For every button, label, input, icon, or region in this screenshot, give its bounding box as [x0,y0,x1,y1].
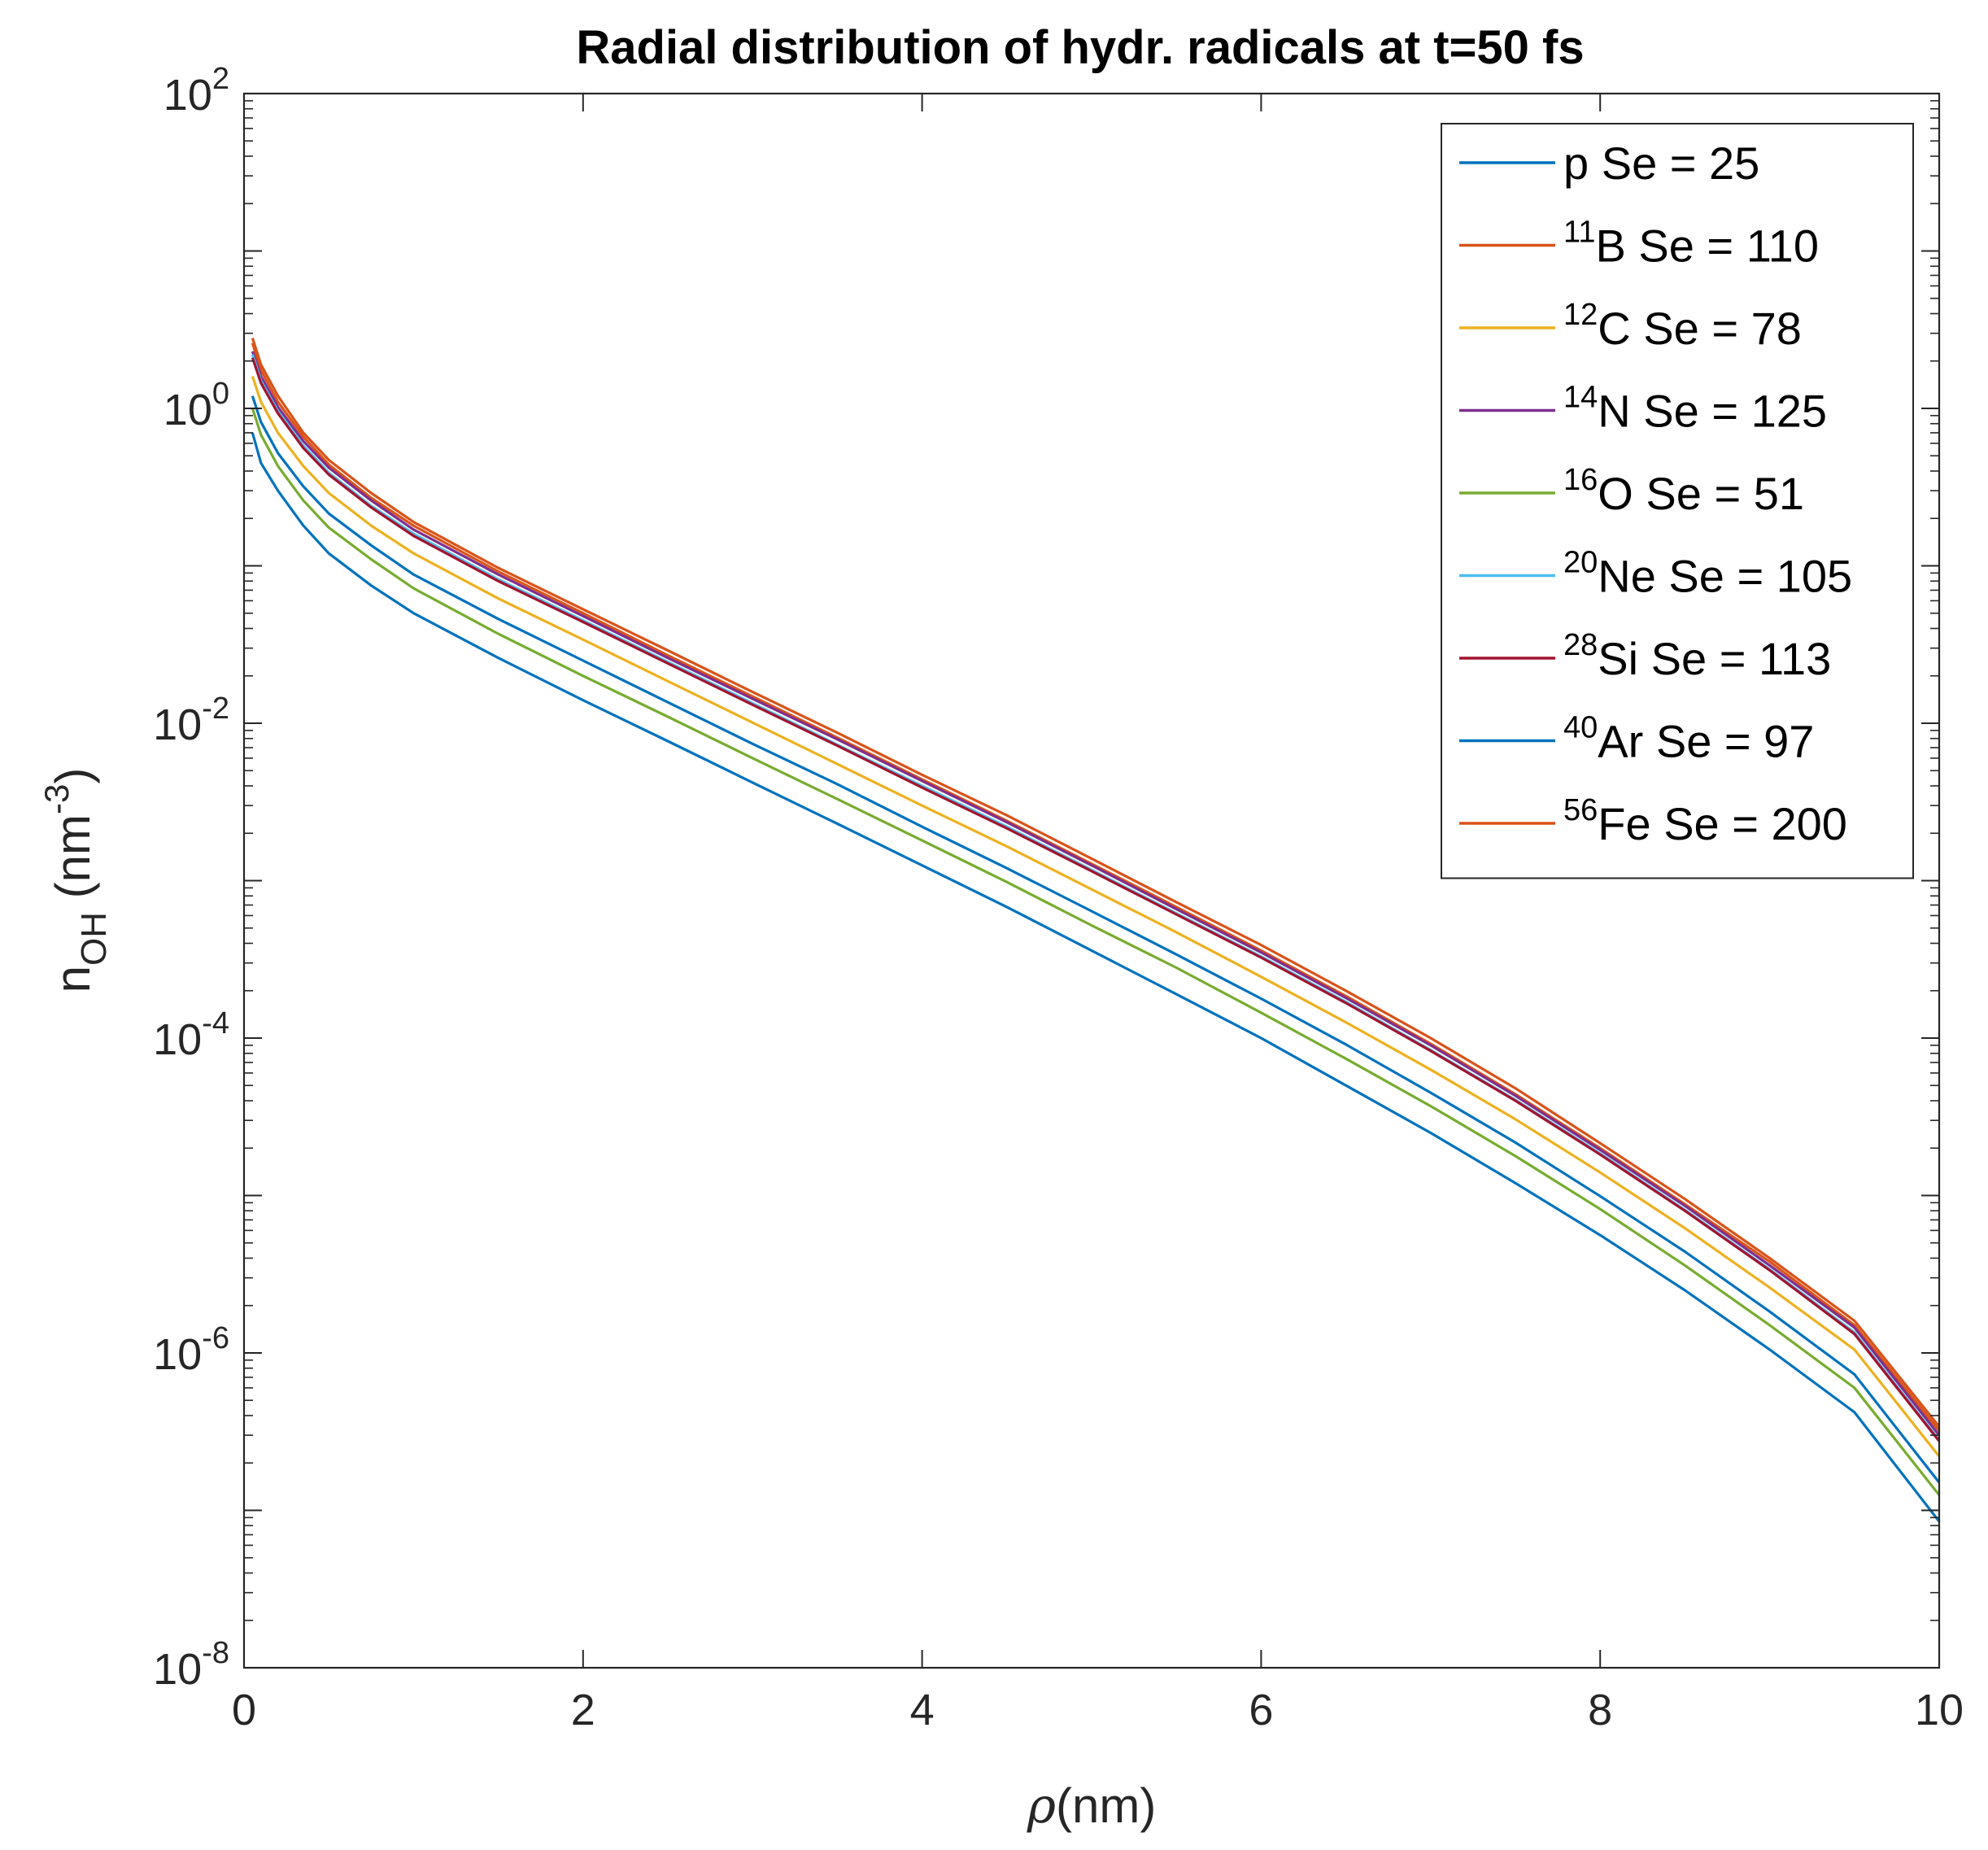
legend-mass-number: 11 [1563,216,1595,250]
legend-se: Se = 200 [1651,798,1847,849]
y-tick-exponent: -6 [202,1321,229,1355]
series-line-n [251,351,1939,1437]
legend-label: 11B Se = 110 [1563,216,1819,272]
x-axis-symbol: ρ [1027,1778,1056,1835]
y-tick-exponent: 0 [212,377,229,411]
y-tick-label: 10-4 [153,1006,229,1064]
legend-mass-number: 12 [1563,298,1598,332]
legend-ion: Ar [1598,716,1643,767]
y-axis-unit: (nm [46,814,100,912]
legend-mass-number: 20 [1563,546,1598,580]
x-axis-unit: (nm) [1056,1778,1156,1833]
legend-label: 28Si Se = 113 [1563,628,1831,684]
y-tick-base: 10 [153,1645,202,1694]
y-tick-exponent: 2 [212,62,229,96]
series-line-p [251,432,1939,1523]
series-line-c [251,375,1939,1458]
legend-mass-number: 40 [1563,711,1598,745]
legend-entry-fe: 56Fe Se = 200 [1459,793,1847,849]
legend-entry-si: 28Si Se = 113 [1459,628,1831,684]
x-tick-label: 6 [1249,1686,1273,1734]
y-tick-exponent: -8 [202,1636,229,1670]
legend-ion: C [1598,303,1630,354]
y-tick-label: 100 [163,377,229,434]
legend-box [1441,123,1914,879]
y-tick-exponent: -2 [202,692,229,726]
legend-ion: Si [1598,633,1638,684]
legend-ion: B [1595,220,1625,272]
legend-se: Se = 113 [1638,633,1831,684]
y-axis-unit-close: ) [46,768,100,784]
legend-se: Se = 51 [1633,468,1804,519]
series-line-o [251,408,1939,1496]
x-axis-label: ρ(nm) [1027,1778,1157,1835]
y-axis-base: n [46,966,100,993]
legend-entry-o: 16O Se = 51 [1459,463,1804,519]
legend-mass-number: 56 [1563,793,1598,827]
x-tick-label: 10 [1915,1686,1964,1734]
axis-labels: ρ(nm)nOH (nm-3) [37,768,1156,1835]
legend-se: Se = 105 [1656,551,1852,602]
series-line-b [251,343,1939,1432]
y-tick-base: 10 [153,700,202,749]
legend-label: 20Ne Se = 105 [1563,546,1852,602]
legend-ion: N [1598,386,1630,437]
y-tick-exponent: -4 [202,1006,229,1041]
legend-ion: p [1563,137,1589,189]
legend-ion: Ne [1598,551,1656,602]
legend-ion: Fe [1598,798,1650,849]
legend-label: 40Ar Se = 97 [1563,711,1814,767]
x-tick-label: 2 [571,1686,595,1734]
legend-entry-ar: 40Ar Se = 97 [1459,711,1814,767]
chart-title: Radial distribution of hydr. radicals at… [576,21,1584,74]
y-tick-label: 10-8 [153,1636,229,1694]
x-tick-label: 0 [232,1686,256,1734]
y-tick-base: 10 [163,386,212,434]
x-tick-label: 8 [1588,1686,1612,1734]
series-line-fe [251,338,1939,1428]
y-axis-label: nOH (nm-3) [37,768,114,993]
legend-se: Se = 25 [1589,137,1759,189]
legend-mass-number: 14 [1563,381,1598,415]
x-tick-label: 4 [910,1686,935,1734]
y-tick-label: 102 [163,62,229,120]
legend-label: p Se = 25 [1563,137,1759,189]
y-axis-subscript: OH [74,912,114,966]
y-tick-base: 10 [163,71,212,120]
legend-se: Se = 97 [1643,716,1814,767]
legend-entry-ne: 20Ne Se = 105 [1459,546,1852,602]
series-line-ar [251,395,1939,1484]
y-tick-label: 10-6 [153,1321,229,1379]
legend-mass-number: 16 [1563,463,1598,497]
y-axis-unit-superscript: -3 [37,784,76,814]
legend-entry-c: 12C Se = 78 [1459,298,1802,354]
legend-label: 12C Se = 78 [1563,298,1802,354]
legend-mass-number: 28 [1563,628,1598,662]
legend-entry-b: 11B Se = 110 [1459,216,1819,272]
legend-entry-p: p Se = 25 [1459,137,1759,189]
legend-label: 56Fe Se = 200 [1563,793,1847,849]
y-tick-base: 10 [153,1015,202,1064]
legend: p Se = 25 11B Se = 110 12C Se = 78 14N Se =… [1441,123,1914,879]
y-tick-base: 10 [153,1330,202,1379]
legend-ion: O [1598,468,1633,519]
y-tick-label: 10-2 [153,692,229,749]
legend-entry-n: 14N Se = 125 [1459,381,1827,437]
legend-label: 16O Se = 51 [1563,463,1804,519]
legend-se: Se = 78 [1631,303,1802,354]
series-lines [251,338,1939,1523]
legend-se: Se = 125 [1631,386,1827,437]
legend-se: Se = 110 [1626,220,1819,272]
legend-label: 14N Se = 125 [1563,381,1827,437]
series-line-si [251,357,1939,1442]
